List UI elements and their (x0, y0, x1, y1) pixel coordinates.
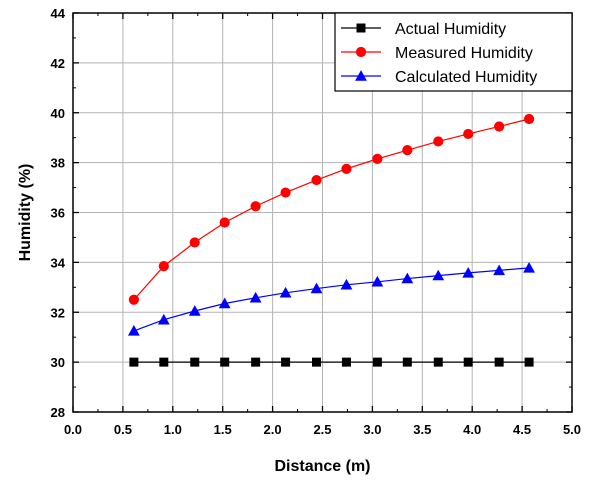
x-tick-label: 1.5 (214, 422, 232, 437)
data-point (494, 121, 505, 132)
y-tick-label: 30 (51, 355, 65, 370)
legend-item: Actual Humidity (341, 21, 506, 38)
data-point (249, 291, 262, 303)
y-tick-label: 42 (51, 56, 65, 71)
data-point (310, 282, 323, 294)
y-tick-label: 34 (51, 255, 66, 270)
data-point (494, 357, 504, 367)
data-point (524, 357, 534, 367)
data-point (218, 297, 231, 309)
data-point (463, 128, 474, 140)
data-point (158, 261, 169, 272)
data-point (157, 313, 170, 325)
series-line (133, 118, 530, 301)
data-point (188, 305, 201, 316)
data-point (493, 264, 506, 276)
x-tick-label: 0.5 (114, 422, 132, 437)
data-point (279, 286, 292, 298)
data-point (311, 174, 322, 186)
data-point (220, 357, 230, 367)
legend-marker (355, 46, 367, 58)
x-tick-label: 1.0 (164, 422, 182, 437)
tick-layer: 0.0 0.5 1.0 1.5 2.0 2.5 3.0 3.5 4.0 4.5 5.0 28 30 32 3… (51, 6, 582, 437)
series-calculated-humidity (127, 261, 535, 336)
series-line (133, 267, 530, 332)
data-point (433, 136, 444, 147)
data-point (280, 187, 291, 198)
data-point (341, 163, 352, 174)
data-point (523, 113, 535, 125)
x-tick-label: 2.5 (313, 422, 331, 437)
data-point (251, 357, 261, 367)
data-point (159, 357, 169, 367)
legend-marker (356, 23, 366, 33)
data-point (219, 217, 230, 228)
data-point (432, 269, 445, 281)
data-point (523, 261, 535, 273)
data-point (189, 237, 200, 248)
y-tick-label: 38 (51, 156, 65, 171)
series-measured-humidity (128, 113, 535, 305)
data-point (128, 294, 139, 305)
legend-label: Measured Humidity (395, 45, 533, 62)
y-tick-label: 28 (51, 405, 65, 420)
legend-marker (355, 70, 367, 81)
legend-label: Calculated Humidity (395, 69, 537, 86)
data-point (312, 357, 322, 367)
data-point (129, 357, 139, 367)
x-tick-label: 3.5 (413, 422, 431, 437)
y-tick-label: 36 (51, 206, 65, 221)
legend-item: Measured Humidity (341, 45, 533, 62)
data-point (190, 357, 200, 367)
data-point (402, 357, 412, 367)
data-point (463, 357, 473, 367)
series-actual-humidity (129, 357, 534, 367)
y-tick-label: 44 (51, 6, 66, 21)
x-tick-label: 2.0 (264, 422, 282, 437)
x-axis-label: Distance (m) (274, 458, 370, 475)
data-point (372, 153, 383, 164)
legend-label: Actual Humidity (395, 21, 506, 38)
y-tick-label: 32 (51, 305, 65, 320)
data-point (340, 278, 353, 290)
legend-item: Calculated Humidity (341, 69, 537, 86)
series-layer (127, 113, 535, 367)
data-point (401, 272, 414, 284)
x-tick-label: 0.0 (64, 422, 82, 437)
data-point (402, 145, 413, 156)
x-tick-label: 5.0 (563, 422, 581, 437)
x-tick-label: 4.0 (463, 422, 481, 437)
x-tick-label: 3.0 (363, 422, 381, 437)
x-tick-label: 4.5 (513, 422, 531, 437)
y-axis-label: Humidity (%) (17, 164, 34, 262)
data-point (462, 266, 475, 278)
y-tick-label: 40 (51, 106, 65, 121)
data-point (371, 275, 384, 287)
data-point (250, 201, 261, 212)
data-point (433, 357, 443, 367)
data-point (372, 357, 382, 367)
data-point (341, 357, 351, 367)
data-point (281, 357, 291, 367)
legend: Actual Humidity Measured Humidity Calculat… (334, 12, 573, 92)
data-point (127, 325, 140, 336)
